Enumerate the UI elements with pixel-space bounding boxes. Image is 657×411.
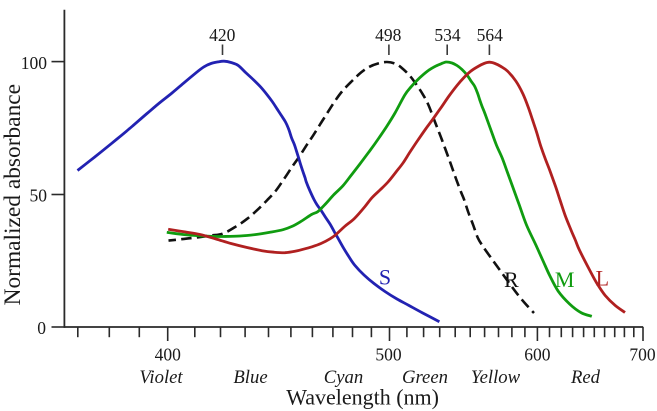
svg-text:Wavelength (nm): Wavelength (nm) xyxy=(286,385,439,410)
svg-text:Cyan: Cyan xyxy=(324,367,363,388)
svg-text:Violet: Violet xyxy=(139,367,183,388)
svg-text:534: 534 xyxy=(434,25,461,45)
svg-text:Blue: Blue xyxy=(233,367,267,388)
svg-text:0: 0 xyxy=(37,318,46,338)
svg-text:R: R xyxy=(504,267,519,292)
svg-text:600: 600 xyxy=(524,345,551,365)
svg-text:L: L xyxy=(596,266,609,291)
svg-text:100: 100 xyxy=(21,53,48,73)
svg-text:Red: Red xyxy=(570,367,601,388)
svg-text:50: 50 xyxy=(30,186,48,206)
svg-text:S: S xyxy=(379,265,391,290)
svg-text:Green: Green xyxy=(402,367,448,388)
svg-text:564: 564 xyxy=(477,25,504,45)
svg-text:498: 498 xyxy=(375,25,402,45)
svg-text:400: 400 xyxy=(155,345,182,365)
svg-text:Normalized absorbance: Normalized absorbance xyxy=(0,84,26,305)
svg-text:700: 700 xyxy=(629,345,656,365)
svg-text:500: 500 xyxy=(375,345,402,365)
svg-text:420: 420 xyxy=(209,25,236,45)
svg-text:Yellow: Yellow xyxy=(471,367,521,388)
svg-text:M: M xyxy=(555,267,575,292)
